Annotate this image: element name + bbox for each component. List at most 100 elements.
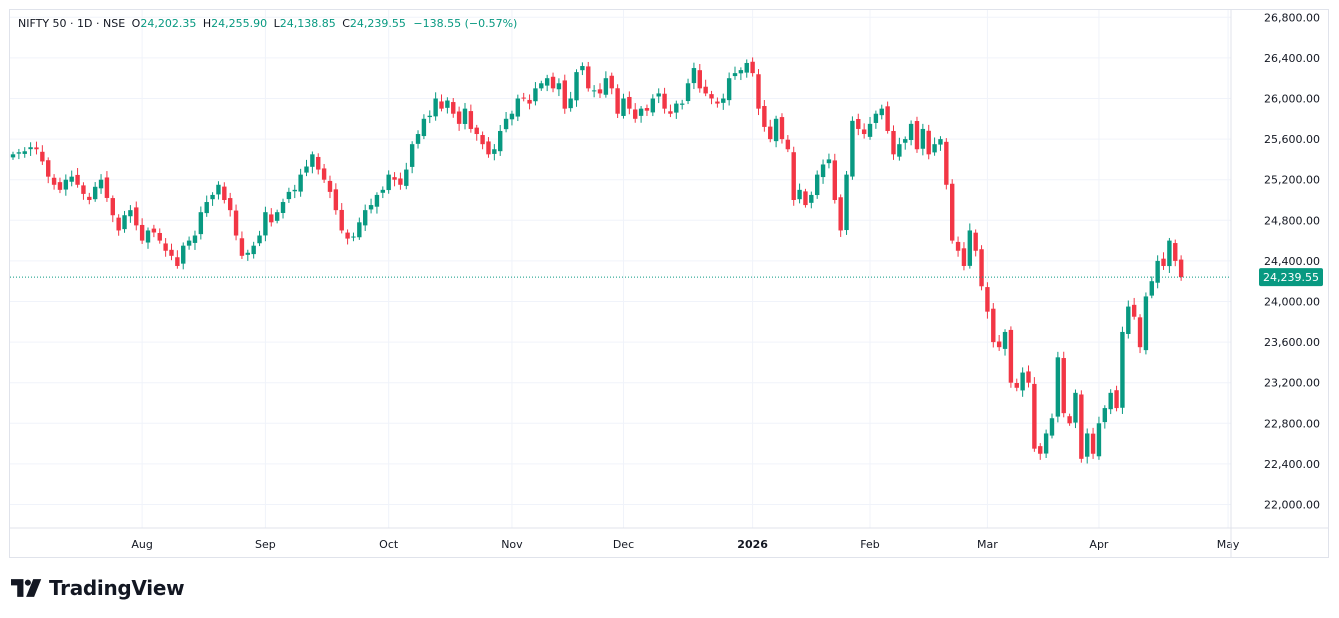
candle-body (920, 128, 926, 149)
candle-body (427, 115, 432, 118)
candle-body (897, 144, 902, 157)
candle-body (527, 99, 532, 104)
x-tick-label: Aug (131, 538, 152, 551)
candle-body (562, 80, 567, 109)
candle-body (832, 160, 837, 200)
candle-body (227, 198, 233, 211)
candle-body (1008, 329, 1014, 383)
candle-body (57, 182, 63, 190)
tradingview-logo[interactable]: TradingView (11, 575, 185, 601)
candle-body (950, 183, 955, 241)
candle-body (286, 191, 292, 200)
candle-body (368, 205, 374, 210)
candle-body (938, 139, 943, 145)
candle-body (656, 93, 661, 97)
candle-body (451, 102, 456, 114)
candle-body (638, 108, 644, 116)
candle-body (28, 147, 33, 150)
candle-body (744, 62, 749, 73)
candle-body (398, 178, 403, 185)
candle-body (773, 118, 779, 142)
candle-body (586, 66, 591, 89)
candle-body (697, 70, 702, 89)
candle-body (738, 70, 744, 74)
candle-body (1043, 433, 1049, 454)
candle-body (662, 93, 667, 109)
candle-body (844, 174, 849, 231)
candle-body (814, 174, 820, 196)
candle-body (967, 230, 973, 266)
candle-body (1137, 317, 1143, 348)
candle-body (186, 240, 192, 246)
y-tick-label: 26,400.00 (1264, 52, 1320, 65)
candle-body (861, 129, 867, 135)
candle-body (445, 100, 450, 108)
candle-body (826, 159, 832, 164)
candle-body (87, 196, 92, 200)
candle-body (615, 88, 620, 114)
candle-body (439, 101, 444, 109)
candle-body (175, 257, 180, 266)
candle-body (515, 98, 521, 117)
candle-body (69, 176, 74, 182)
candle-body (421, 118, 427, 137)
candle-body (544, 78, 550, 86)
candle-body (1178, 259, 1184, 278)
x-tick-label: Dec (613, 538, 634, 551)
candle-body (1126, 306, 1131, 334)
candle-body (650, 98, 656, 113)
candle-body (40, 151, 45, 162)
candle-body (210, 194, 215, 200)
candle-body (762, 106, 767, 127)
candle-body (480, 135, 485, 145)
candle-body (310, 154, 315, 167)
candle-body (292, 189, 297, 192)
candle-body (1032, 383, 1037, 449)
candle-body (269, 214, 274, 223)
candle-body (550, 76, 556, 89)
candle-body (791, 152, 796, 200)
candle-body (169, 249, 174, 256)
candle-body (503, 118, 509, 130)
candle-body (679, 103, 685, 105)
candle-body (415, 134, 421, 144)
candle-body (139, 224, 145, 241)
candle-body (492, 149, 497, 154)
y-tick-label: 25,200.00 (1264, 174, 1320, 187)
candle-body (392, 177, 397, 180)
candle-body (973, 232, 978, 251)
price-chart[interactable]: 22,000.00 22,400.00 22,800.00 23,200.00 23,6… (0, 0, 1339, 560)
candle-body (116, 217, 121, 231)
candle-body (820, 164, 826, 178)
y-tick-label: 24,000.00 (1264, 296, 1320, 309)
candle-body (22, 151, 27, 154)
x-tick-label: 2026 (737, 538, 768, 551)
candle-body (1173, 243, 1178, 261)
candle-body (627, 96, 632, 109)
candle-body (316, 156, 321, 170)
y-tick-label: 22,800.00 (1264, 417, 1320, 430)
chart-frame[interactable] (9, 9, 1329, 558)
candle-body (1155, 260, 1160, 283)
candle-body (1108, 392, 1113, 410)
candle-body (797, 189, 802, 200)
y-tick-label: 22,400.00 (1264, 458, 1320, 471)
candle-body (486, 141, 491, 155)
x-tick-label: Sep (255, 538, 276, 551)
candle-body (903, 139, 908, 143)
candle-body (838, 197, 843, 231)
candle-body (674, 103, 679, 113)
candle-body (298, 174, 303, 192)
candle-body (345, 232, 350, 239)
candle-body (533, 88, 538, 102)
x-tick-label: Feb (860, 538, 879, 551)
y-tick-label: 26,000.00 (1264, 93, 1320, 106)
candle-body (462, 108, 468, 124)
low-label: L (273, 17, 280, 30)
close-value: 24,239.55 (349, 17, 406, 30)
candle-body (603, 78, 609, 95)
y-tick-label: 23,600.00 (1264, 336, 1320, 349)
candle-body (128, 210, 133, 217)
candle-body (468, 111, 474, 129)
candle-body (609, 75, 614, 89)
